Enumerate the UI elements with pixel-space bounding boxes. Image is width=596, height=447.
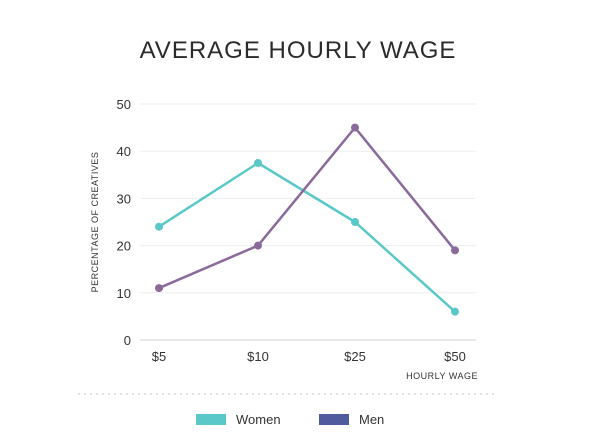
legend-swatch-women — [196, 414, 226, 425]
chart-title: AVERAGE HOURLY WAGE — [140, 37, 457, 64]
data-point-women — [351, 218, 359, 226]
legend-label-women: Women — [236, 412, 281, 427]
y-axis-title: PERCENTAGE OF CREATIVES — [90, 152, 100, 293]
series-line-women — [157, 161, 457, 313]
y-tick-label: 40 — [117, 144, 131, 159]
data-point-men — [351, 123, 359, 132]
legend: Women Men — [196, 412, 384, 427]
x-axis-title: HOURLY WAGE — [406, 371, 478, 381]
legend-swatch-men — [319, 414, 349, 425]
y-tick-label: 30 — [117, 191, 131, 206]
x-tick-label: $10 — [247, 349, 269, 364]
y-tick-label: 0 — [124, 333, 131, 348]
y-tick-label: 10 — [117, 286, 131, 301]
data-point-women — [451, 307, 459, 316]
data-point-men — [254, 241, 262, 250]
data-point-men — [155, 284, 163, 293]
y-tick-label: 20 — [117, 239, 131, 254]
data-point-women — [155, 222, 163, 231]
x-tick-label: $5 — [152, 349, 166, 364]
data-point-men — [451, 246, 459, 255]
x-axis-ticks: $5 $10 $25 $50 — [152, 349, 466, 364]
legend-label-men: Men — [359, 412, 384, 427]
y-tick-label: 50 — [117, 97, 131, 112]
y-axis-ticks: 0 10 20 30 40 50 — [117, 97, 131, 348]
x-tick-label: $25 — [344, 349, 366, 364]
data-point-women — [254, 159, 262, 167]
series-line-men — [157, 126, 457, 290]
x-tick-label: $50 — [444, 349, 466, 364]
series-layer — [155, 123, 459, 316]
grid-lines — [140, 103, 476, 341]
